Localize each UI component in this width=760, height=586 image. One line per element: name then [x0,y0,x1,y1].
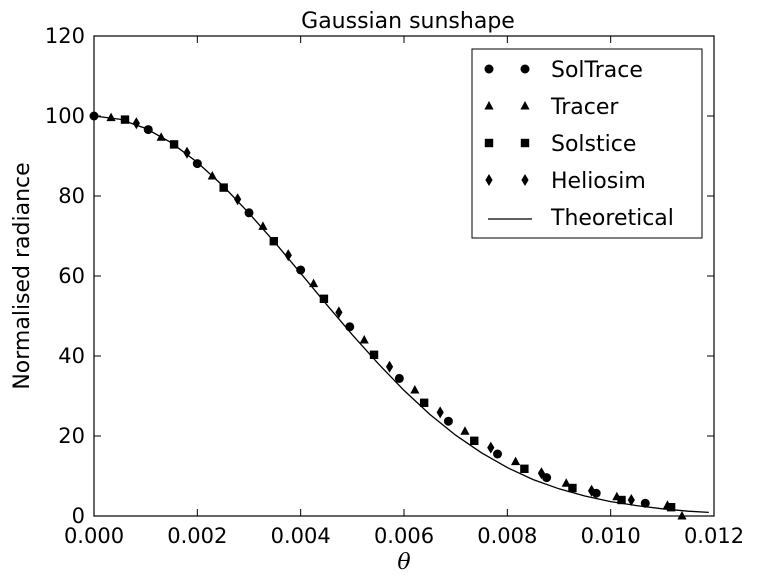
legend-marker-soltrace [520,64,530,74]
x-tick-label: 0.012 [684,524,744,548]
plot-frame [93,35,715,517]
legend-label-theoretical: Theoretical [550,206,674,231]
data-point-solstice [319,294,329,303]
legend-label-heliosim: Heliosim [551,169,646,194]
data-point-tracer [308,278,319,288]
data-point-tracer [156,132,166,141]
plot-area [89,111,709,520]
y-axis-label: Normalised radiance [10,162,35,389]
data-point-tracer [106,112,116,122]
data-point-heliosim [284,249,292,262]
legend-box [471,48,703,239]
axis-ticks: 0.000 0.002 0.004 0.006 0.008 0.010 0.012 0 20 40… [45,24,744,548]
x-tick-label: 0.006 [374,524,434,548]
data-point-solstice [666,503,676,512]
x-tick-label: 0.002 [167,524,227,548]
chart-title: Gaussian sunshape [301,9,515,34]
data-point-solstice [470,436,479,445]
data-point-soltrace [394,373,404,383]
data-point-heliosim [385,360,394,373]
data-point-soltrace [192,159,202,169]
data-point-soltrace [244,208,254,218]
data-point-heliosim [487,441,495,454]
x-tick-label: 0.010 [581,524,641,548]
legend-label-solstice: Solstice [551,132,636,157]
data-point-heliosim [234,193,242,206]
data-point-heliosim [183,146,191,159]
data-point-solstice [568,483,577,493]
data-point-soltrace [640,498,650,508]
data-point-tracer [359,335,369,344]
data-point-heliosim [335,306,343,319]
legend-marker-heliosim [485,174,493,186]
x-tick-label: 0.008 [477,524,537,548]
data-point-solstice [219,183,228,192]
x-tick-label: 0.000 [64,524,124,548]
data-point-tracer [258,221,268,230]
legend-label-tracer: Tracer [550,95,619,120]
data-point-heliosim [627,494,635,506]
data-point-solstice [419,398,429,407]
data-point-solstice [169,140,179,149]
y-tick-label: 60 [58,264,85,288]
data-point-solstice [520,464,529,473]
data-point-tracer [410,385,420,394]
y-tick-label: 20 [58,424,85,448]
y-tick-label: 0 [72,504,85,528]
legend-marker-heliosim [521,174,529,186]
x-tick-label: 0.004 [271,524,331,548]
y-tick-label: 80 [58,184,85,208]
data-point-heliosim [436,406,444,419]
data-point-soltrace [443,416,453,426]
y-tick-label: 120 [45,24,85,48]
legend-marker-solstice [484,138,494,148]
data-point-solstice [369,350,379,359]
data-point-tracer [460,426,470,435]
data-point-heliosim [537,467,546,480]
data-point-soltrace [143,125,153,135]
legend-marker-tracer [520,101,530,110]
data-point-solstice [269,237,278,246]
legend: SolTrace Tracer Solstice Heliosim Theoretica… [471,48,703,239]
legend-marker-soltrace [484,64,494,74]
data-point-tracer [677,511,687,520]
data-point-soltrace [493,449,503,459]
y-tick-label: 100 [45,104,85,128]
data-point-soltrace [345,322,355,332]
data-point-solstice [617,495,626,505]
data-point-soltrace [542,473,552,483]
data-point-tracer [511,456,521,466]
data-point-soltrace [296,265,306,275]
x-axis-label: θ [397,550,410,575]
legend-label-soltrace: SolTrace [551,58,643,83]
y-tick-label: 40 [58,344,85,368]
data-point-tracer [207,171,217,180]
legend-marker-tracer [484,101,494,110]
legend-marker-solstice [520,138,530,148]
data-point-heliosim [132,117,140,130]
data-point-heliosim [587,484,596,497]
data-point-solstice [120,115,130,124]
